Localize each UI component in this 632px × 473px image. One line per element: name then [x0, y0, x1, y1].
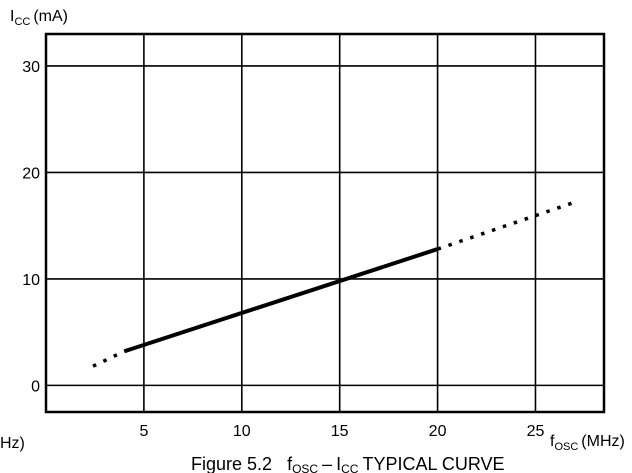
caption-prefix: Figure 5.2: [191, 454, 272, 473]
grid-lines: [46, 34, 604, 412]
y-axis-label-unit: (mA): [33, 8, 68, 25]
y-axis-label-sub: CC: [14, 16, 30, 28]
data-series: [92, 200, 576, 368]
y-axis-label-main: I: [10, 8, 14, 25]
figure-caption: Figure 5.2 fOSC – ICC TYPICAL CURVE: [191, 454, 505, 473]
caption-i-sub: CC: [341, 462, 359, 473]
x-axis-label-main: f: [550, 433, 555, 450]
y-tick-label: 10: [22, 272, 40, 289]
x-axis-label-sub: OSC: [554, 441, 578, 453]
caption-i: I: [336, 454, 341, 473]
x-tick-label: 5: [139, 423, 148, 440]
y-tick-label: 0: [31, 378, 40, 395]
caption-f: f: [287, 454, 293, 473]
y-axis-label: ICC (mA): [10, 8, 68, 28]
x-axis-label-unit: (MHz): [581, 433, 625, 450]
y-tick-label: 30: [22, 59, 40, 76]
series-line-solid: [123, 247, 439, 354]
plot-frame: [44, 32, 606, 414]
y-tick-label: 20: [22, 165, 40, 182]
caption-dash: –: [322, 454, 332, 473]
series-line-dotted: [92, 349, 126, 368]
x-axis-label: fOSC (MHz): [550, 433, 625, 453]
x-tick-label: 25: [527, 423, 545, 440]
tick-labels: 5 10 15 20 25 0 10 20 30: [22, 59, 544, 440]
series-line-dotted: [437, 200, 576, 251]
caption-suffix: TYPICAL CURVE: [362, 454, 504, 473]
x-tick-label: 15: [331, 423, 349, 440]
left-edge-fragment: Hz): [0, 435, 25, 452]
x-tick-label: 20: [429, 423, 447, 440]
caption-f-sub: OSC: [292, 462, 318, 473]
x-tick-label: 10: [233, 423, 251, 440]
